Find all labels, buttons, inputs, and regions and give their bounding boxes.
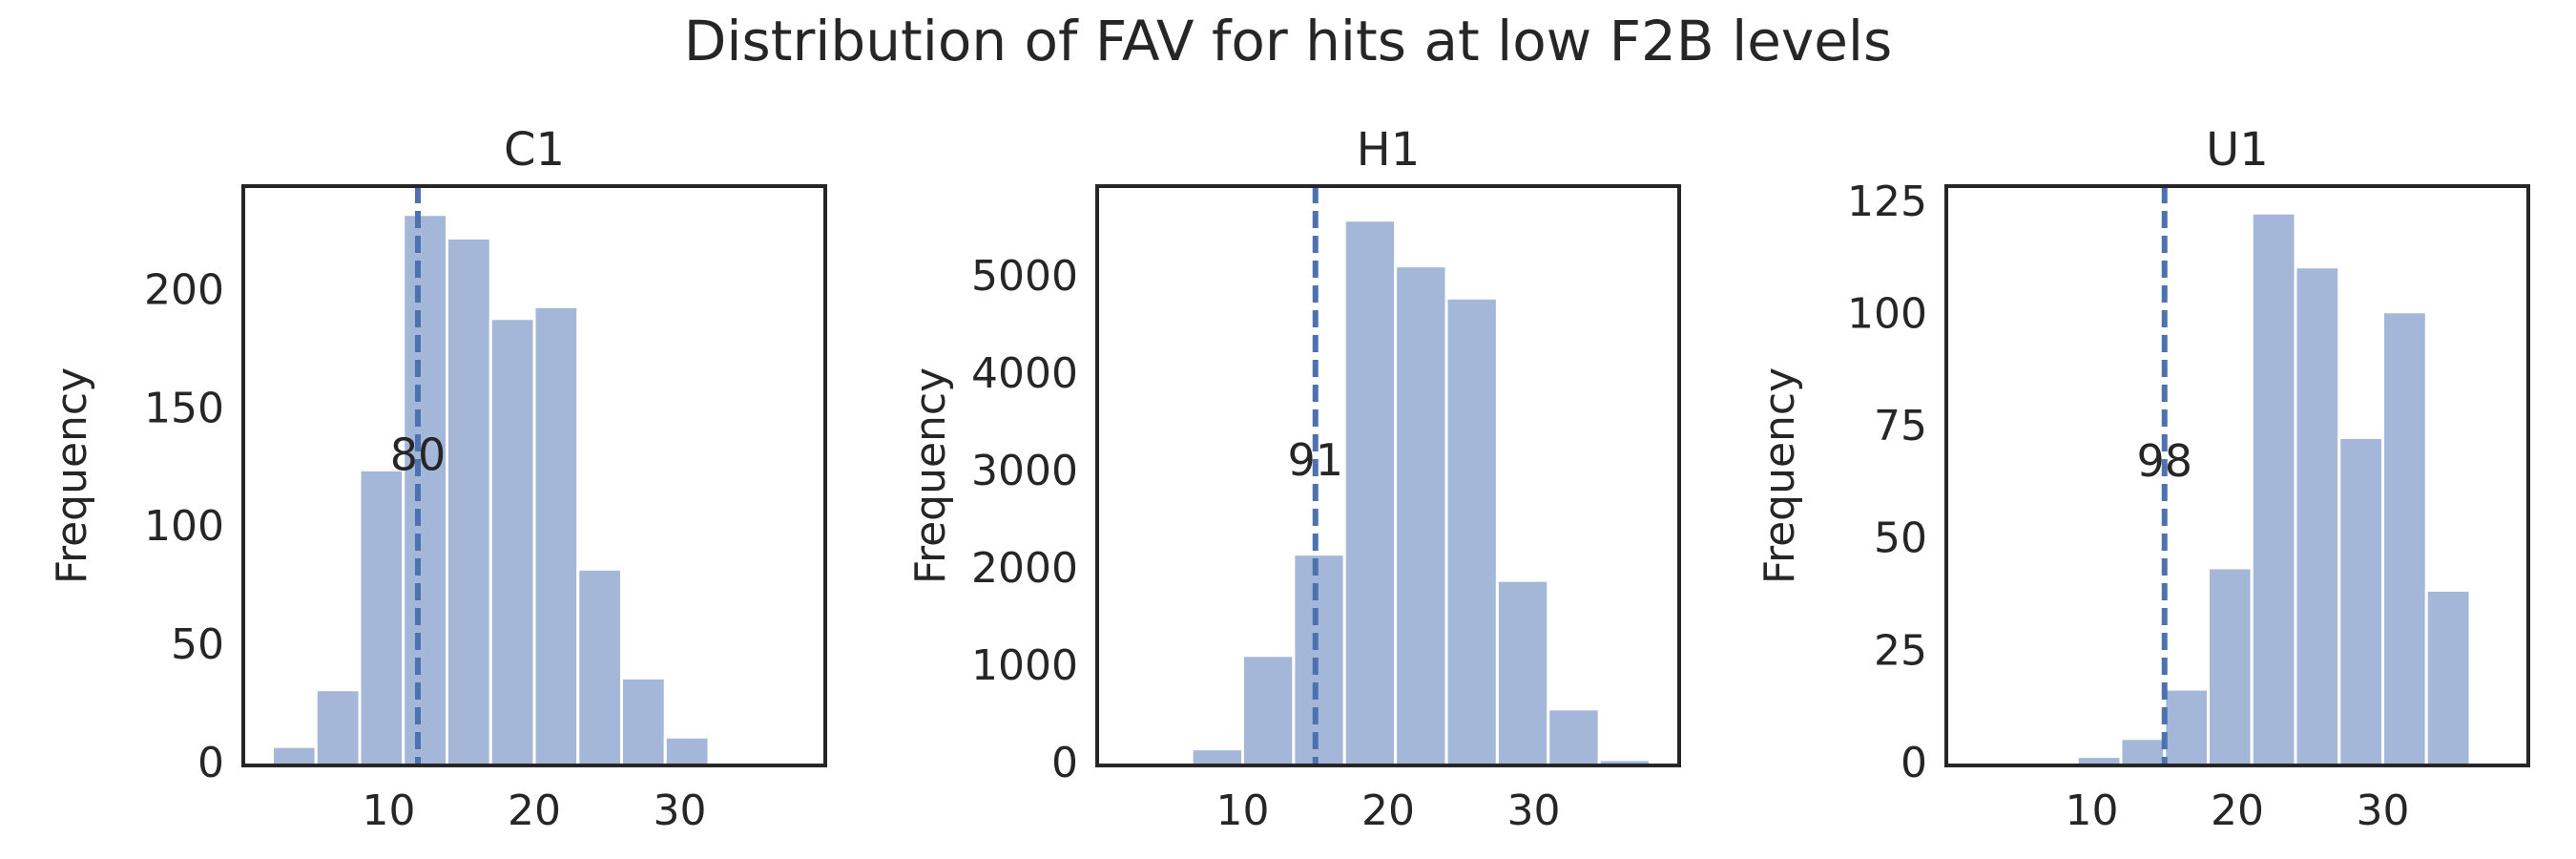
y-tick-label: 3000 xyxy=(971,447,1078,495)
x-tick-label: 10 xyxy=(2066,786,2119,835)
y-tick-label: 200 xyxy=(144,265,224,314)
x-tick-label: 20 xyxy=(2211,786,2264,835)
panel-title: C1 xyxy=(504,123,565,177)
panel-1: 80 C1 10 20 30 0 50 100 150 200 Frequency xyxy=(48,123,827,835)
histogram-bar xyxy=(1241,654,1296,767)
axes-frame xyxy=(241,184,827,767)
histogram-bar xyxy=(271,744,318,767)
y-tick-label: 25 xyxy=(1874,626,1927,675)
histogram-bar xyxy=(488,317,536,767)
y-tick-label: 50 xyxy=(1874,514,1927,563)
histogram-bar xyxy=(1190,747,1244,767)
y-tick-label: 75 xyxy=(1874,402,1927,450)
histogram-bar xyxy=(2250,211,2297,767)
y-tick-label: 0 xyxy=(197,739,224,787)
y-axis-label: Frequency xyxy=(1755,367,1804,584)
figure-title: Distribution of FAV for hits at low F2B … xyxy=(683,9,1893,73)
histogram-bar xyxy=(663,735,711,767)
histogram-bar xyxy=(2294,265,2341,767)
histogram-bar xyxy=(576,567,623,767)
axes-frame xyxy=(1095,184,1681,767)
annotation-label: 98 xyxy=(2136,435,2192,487)
y-axis-label: Frequency xyxy=(48,367,96,584)
y-tick-label: 100 xyxy=(1847,289,1927,338)
histogram-bar xyxy=(358,468,405,767)
histogram-bar xyxy=(1495,578,1550,767)
histogram-bar xyxy=(1394,264,1448,767)
y-axis-label: Frequency xyxy=(906,367,955,584)
histogram-bar xyxy=(620,676,667,767)
y-tick-label: 0 xyxy=(1901,739,1927,787)
y-tick-label: 5000 xyxy=(971,252,1078,301)
histogram-bar xyxy=(2424,588,2472,767)
y-tick-label: 0 xyxy=(1051,739,1078,787)
y-tick-label: 125 xyxy=(1847,178,1927,226)
annotation-label: 91 xyxy=(1287,434,1343,486)
panel-3: 98 U1 10 20 30 0 25 50 75 100 125 Frequency xyxy=(1755,123,2530,835)
y-tick-label: 50 xyxy=(171,620,224,669)
x-tick-label: 20 xyxy=(1361,786,1415,835)
histogram-bar xyxy=(2337,436,2384,767)
panel-title: H1 xyxy=(1357,123,1421,177)
panel-2: 91 H1 10 20 30 0 1000 2000 3000 4000 5000 Frequency xyxy=(906,123,1681,835)
axes-frame xyxy=(1944,184,2530,767)
histogram-bar xyxy=(2381,310,2428,767)
histogram-bar xyxy=(446,237,492,767)
histogram-bar xyxy=(1342,219,1398,767)
histogram-bar xyxy=(1547,707,1601,767)
x-tick-label: 30 xyxy=(654,786,707,835)
y-tick-label: 4000 xyxy=(971,349,1078,398)
x-tick-label: 20 xyxy=(508,786,561,835)
annotation-label: 80 xyxy=(390,429,447,480)
y-tick-label: 150 xyxy=(144,384,224,432)
histogram-bar xyxy=(2119,737,2167,767)
histogram-bar xyxy=(1444,296,1499,767)
x-tick-label: 10 xyxy=(363,786,416,835)
histogram-bar xyxy=(314,688,362,767)
histogram-bar xyxy=(532,304,580,767)
x-tick-label: 10 xyxy=(1216,786,1270,835)
histogram-bar xyxy=(1292,553,1346,767)
y-tick-label: 1000 xyxy=(971,641,1078,690)
x-tick-label: 30 xyxy=(2357,786,2410,835)
histogram-bar xyxy=(2163,687,2210,767)
histogram-bar xyxy=(402,213,448,767)
histogram-bar xyxy=(2207,566,2254,767)
y-tick-label: 2000 xyxy=(971,544,1078,593)
x-tick-label: 30 xyxy=(1507,786,1561,835)
panel-title: U1 xyxy=(2206,123,2269,177)
y-tick-label: 100 xyxy=(144,502,224,551)
